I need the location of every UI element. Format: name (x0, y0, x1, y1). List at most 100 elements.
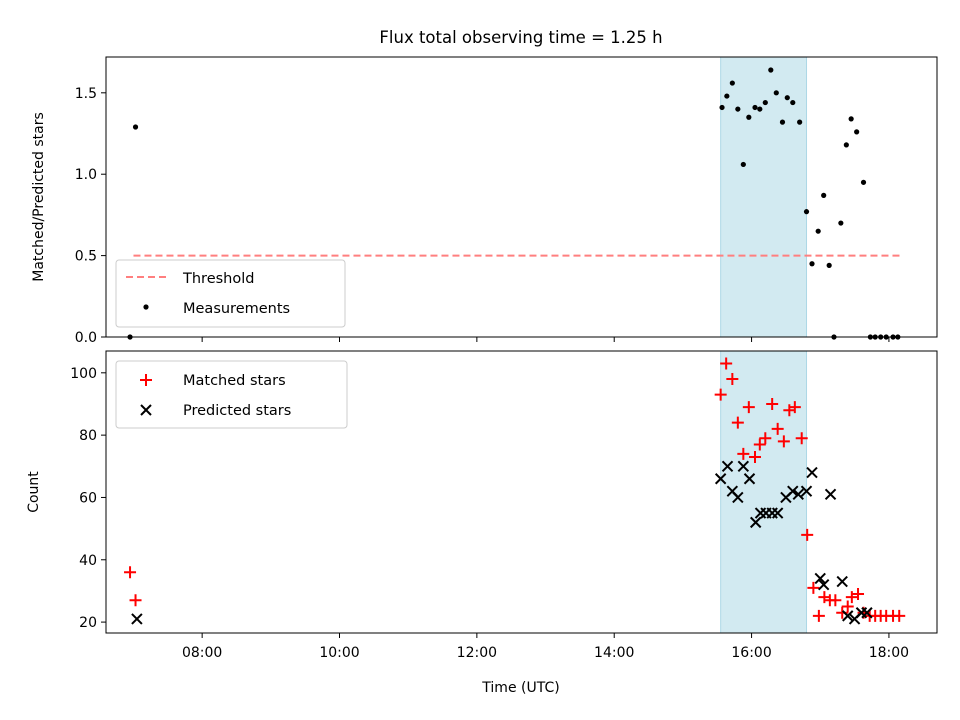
measurement-point (779, 119, 786, 125)
predicted-star-point (771, 507, 784, 519)
matched-star-point (845, 591, 858, 604)
y-tick-label: 1.5 (75, 86, 97, 102)
measurement-point (729, 80, 735, 86)
measurement-point (740, 161, 746, 168)
bottom-plot-marks (124, 357, 906, 625)
x-tick-label: 16:00 (731, 645, 771, 661)
y-tick-label: 20 (79, 615, 97, 631)
legend-matched-stars-label: Matched stars (183, 373, 286, 389)
measurement-point (797, 119, 803, 125)
predicted-star-point (743, 473, 756, 485)
bottom-plot-legend-box (115, 360, 348, 429)
x-tick-label: 14:00 (594, 645, 634, 661)
x-tick-label: 08:00 (182, 645, 222, 661)
matched-star-point (766, 397, 779, 410)
x-tick-label: 12:00 (457, 645, 497, 661)
bottom-plot-panel: 20 40 60 80 100 08:00 10:00 12:00 14:00 16:00 18:… (26, 350, 938, 696)
top-plot-panel: 0.0 0.5 1.0 1.5 Matched/Predicted stars Thr… (31, 56, 938, 346)
observing-span-rect (720, 56, 808, 338)
measurement-point (784, 95, 790, 101)
predicted-star-point (131, 613, 143, 625)
matched-star-point (749, 450, 762, 463)
predicted-star-point (800, 485, 813, 497)
x-tick-label: 10:00 (319, 645, 359, 661)
x-axis-label: Time (UTC) (481, 680, 559, 696)
matched-star-point (753, 438, 766, 451)
measurement-point (790, 99, 796, 106)
measurement-point (838, 220, 844, 226)
bottom-plot-legend: Matched stars Predicted stars (115, 360, 348, 429)
y-tick-label: 60 (79, 490, 97, 506)
matched-star-point (742, 401, 755, 414)
measurement-point (815, 228, 821, 234)
matched-star-point (795, 432, 808, 445)
y-tick-label: 1.0 (75, 167, 97, 183)
y-tick-label: 0.0 (75, 330, 97, 346)
measurement-point (848, 116, 854, 122)
matched-star-point (726, 373, 739, 386)
measurement-point (821, 192, 827, 198)
bottom-plot-frame (105, 350, 938, 634)
x-tick-label: 18:00 (869, 645, 909, 661)
matched-star-point (836, 606, 849, 619)
bottom-plot-y-axis: 20 40 60 80 100 (70, 366, 106, 631)
measurement-point (719, 104, 725, 111)
matched-stars-series (124, 357, 906, 622)
measurement-point (860, 179, 867, 185)
predicted-stars-series (131, 460, 873, 625)
measurement-point (854, 129, 860, 135)
measurement-point (773, 90, 779, 96)
measurement-point (768, 67, 774, 73)
predicted-star-point (749, 516, 762, 529)
matched-star-point (737, 447, 750, 460)
matched-star-point (812, 609, 825, 622)
legend-matched-stars-swatch (140, 374, 152, 386)
predicted-star-point (792, 488, 804, 501)
legend-measurements-swatch (143, 304, 149, 310)
legend-threshold-label: Threshold (182, 271, 254, 287)
top-plot-x-axis (201, 337, 890, 342)
measurement-point (746, 114, 752, 120)
predicted-star-point (737, 460, 750, 473)
measurement-point (752, 104, 758, 111)
matched-star-point (720, 357, 733, 370)
top-plot-legend-box (115, 259, 346, 328)
predicted-star-point (814, 572, 826, 585)
matched-star-point (777, 435, 790, 448)
predicted-star-point (836, 575, 848, 588)
matched-star-point (801, 528, 814, 541)
matched-star-point (841, 600, 854, 613)
bottom-plot-y-axis-label: Count (26, 471, 42, 513)
top-plot-frame (105, 56, 938, 338)
y-tick-label: 40 (79, 553, 97, 569)
y-tick-label: 0.5 (75, 249, 97, 265)
matched-star-point (807, 581, 820, 594)
predicted-star-point (732, 491, 744, 504)
figure-title: Flux total observing time = 1.25 h (379, 28, 662, 47)
predicted-star-point (714, 473, 727, 485)
legend-predicted-stars-label: Predicted stars (183, 403, 291, 419)
legend-predicted-stars-swatch (140, 404, 152, 416)
measurement-point (757, 106, 763, 112)
predicted-star-point (842, 610, 854, 622)
predicted-star-point (861, 607, 873, 619)
matched-star-point (852, 588, 865, 601)
y-tick-label: 80 (79, 428, 97, 444)
top-plot-y-axis: 0.0 0.5 1.0 1.5 (75, 86, 106, 346)
matched-star-point (129, 594, 142, 607)
matched-star-point (788, 401, 801, 414)
bottom-plot-x-axis: 08:00 10:00 12:00 14:00 16:00 18:00 (182, 633, 909, 661)
measurement-point (826, 262, 832, 268)
predicted-star-point (721, 460, 734, 473)
measurement-point (132, 124, 139, 130)
measurement-point (843, 142, 849, 148)
predicted-star-point (817, 578, 830, 591)
measurement-point (724, 93, 730, 99)
top-plot-legend: Threshold Measurements (115, 259, 346, 328)
measurement-point (735, 106, 741, 112)
matched-star-point (829, 594, 842, 607)
matched-star-point (893, 609, 906, 622)
measurement-point (762, 99, 768, 106)
